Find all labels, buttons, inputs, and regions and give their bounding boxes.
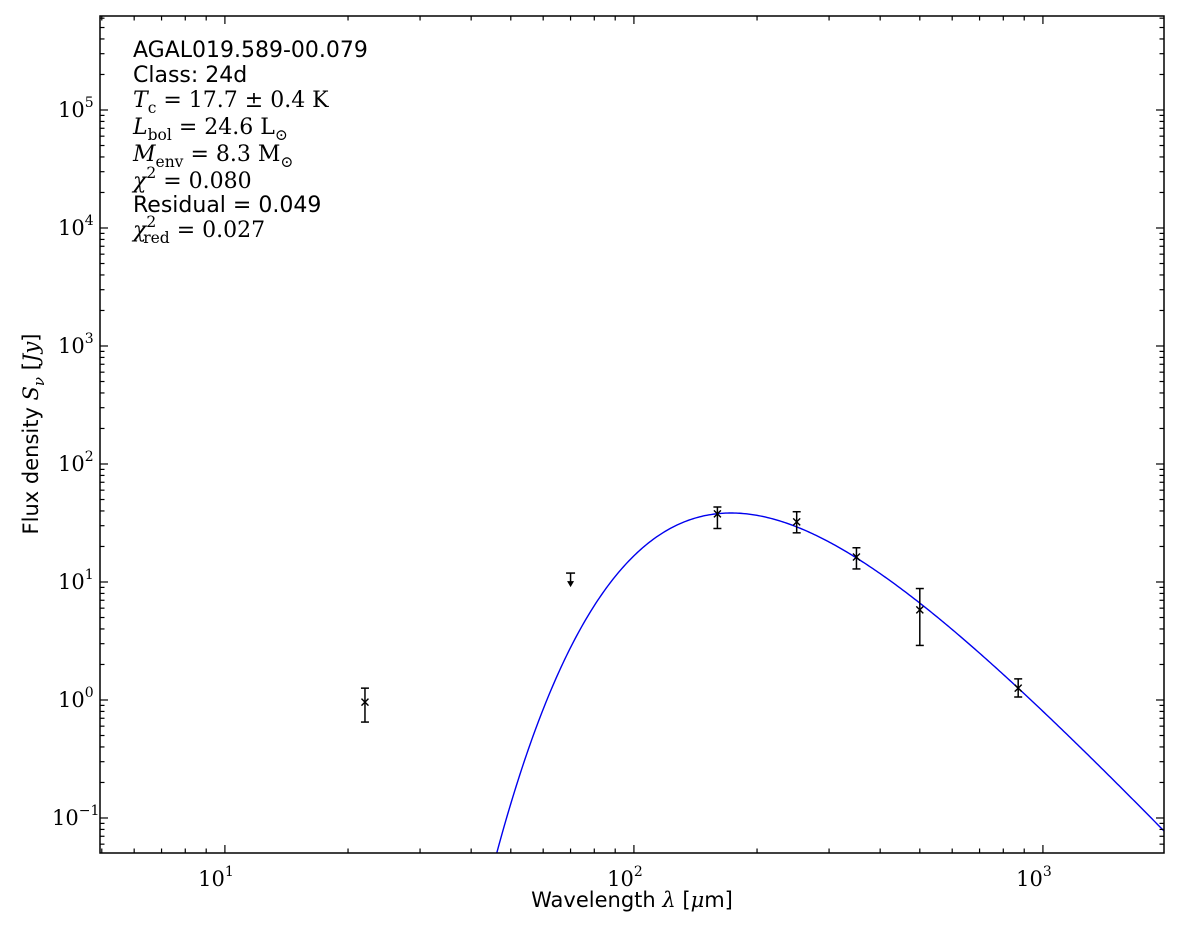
x-marker <box>792 517 801 526</box>
plot-border <box>99 15 1165 854</box>
y-tick-label: 105 <box>58 95 94 122</box>
data-point <box>792 510 801 534</box>
x-axis-title: Wavelength λ [μm] <box>531 888 733 912</box>
y-axis-title: Flux density Sν [Jy] <box>19 334 48 535</box>
annotation-line: Lbol = 24.6 L⊙ <box>132 115 288 144</box>
y-tick-label: 104 <box>58 213 94 240</box>
data-point <box>713 506 722 530</box>
x-tick-label: 103 <box>1016 864 1052 891</box>
y-tick-label: 102 <box>58 449 94 476</box>
annotation-line: Menv = 8.3 M⊙ <box>132 142 293 171</box>
x-tick-label: 102 <box>607 864 643 891</box>
data-point <box>360 687 369 723</box>
data-points-layer <box>360 506 1023 723</box>
data-point <box>1014 678 1023 698</box>
y-tick-label: 101 <box>58 567 94 594</box>
fit-curve-layer <box>496 512 1164 853</box>
annotation-line: χ2 red = 0.027 <box>131 213 265 247</box>
y-tick-label: 103 <box>58 331 94 358</box>
data-point <box>915 587 924 647</box>
annotation-line: Tc = 17.7 ± 0.4 K <box>133 88 329 117</box>
data-point <box>852 547 861 570</box>
axes-layer <box>99 15 1165 854</box>
x-marker <box>852 552 861 561</box>
upper-limit-point <box>566 572 576 588</box>
x-tick-label: 101 <box>198 864 234 891</box>
x-marker <box>915 605 924 614</box>
x-marker <box>713 509 722 518</box>
y-tick-label: 100 <box>58 685 94 712</box>
tick-labels-layer: 101 102 103 105 104 103 102 101 100 10−1 <box>52 95 1052 891</box>
down-arrow-icon <box>567 581 575 588</box>
annotation-line: Residual = 0.049 <box>133 193 321 218</box>
axis-titles-layer: Wavelength λ [μm] Flux density Sν [Jy] <box>19 334 733 912</box>
x-marker <box>1014 684 1023 693</box>
annotation-line: AGAL019.589-00.079 <box>133 38 368 63</box>
x-marker <box>360 698 369 707</box>
annotation-line: Class: 24d <box>133 63 247 88</box>
annotation-line: χ2 = 0.080 <box>131 164 252 194</box>
greybody-fit-curve <box>496 512 1164 853</box>
y-tick-label: 10−1 <box>52 803 99 830</box>
